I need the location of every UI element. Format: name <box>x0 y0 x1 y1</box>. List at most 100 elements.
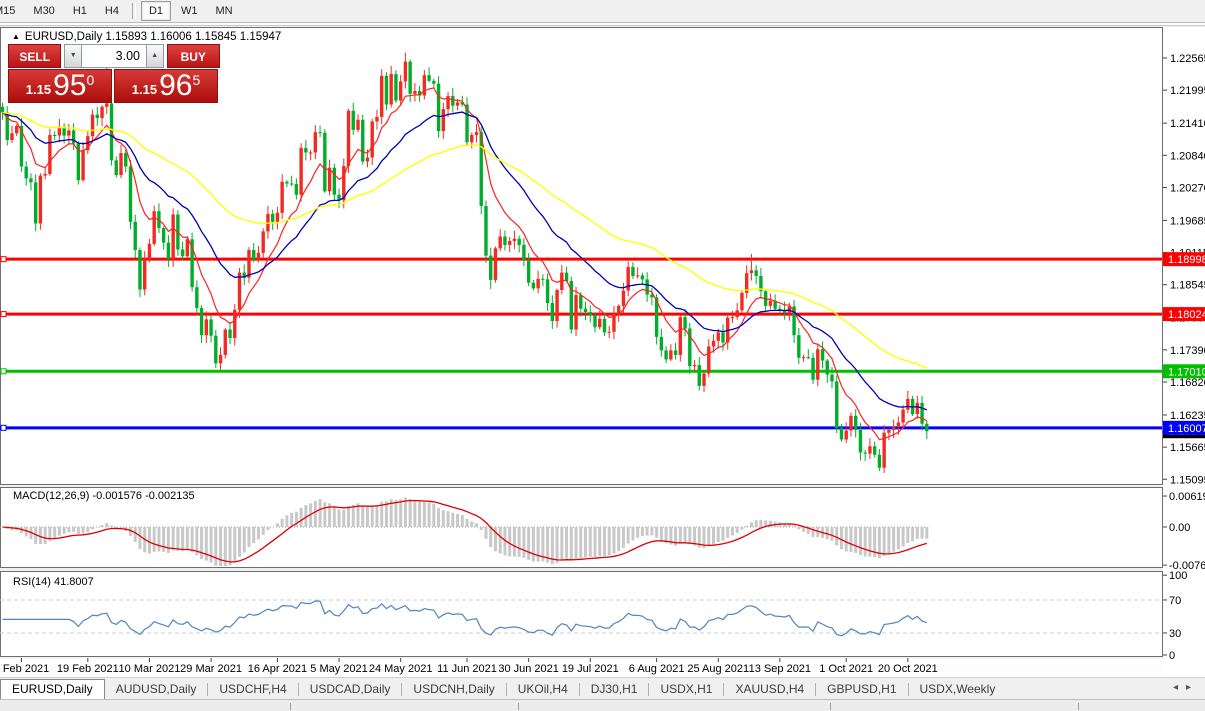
candle-body <box>33 182 38 224</box>
candle-body <box>536 278 540 289</box>
moving-average-9 <box>2 87 928 441</box>
candle-body <box>270 213 275 222</box>
ask-price-int: 1.15 <box>131 82 158 97</box>
candle-body <box>730 317 735 319</box>
candle-body <box>844 430 848 440</box>
candle-body <box>489 255 493 280</box>
candle-body <box>195 287 199 309</box>
hline-anchor-handle[interactable] <box>0 368 7 375</box>
candle-body <box>854 415 858 430</box>
collapse-trade-panel-icon[interactable]: ▲ <box>12 32 20 41</box>
symbol-tab-usdx[interactable]: USDX,H1 <box>660 681 713 696</box>
price-tick-label: 1.16820 <box>1170 377 1205 389</box>
candle-body <box>71 130 76 144</box>
candle-body <box>351 110 355 130</box>
buy-button[interactable]: BUY <box>166 44 220 68</box>
candle-body <box>744 273 749 293</box>
time-axis-strip[interactable] <box>0 658 1163 677</box>
candle-body <box>394 74 398 101</box>
candle-body <box>0 106 5 113</box>
symbol-tab-bar: EURUSD,Daily AUDUSD,Daily USDCHF,H4 USDCAD,… <box>0 677 1205 700</box>
candle-body <box>152 211 156 244</box>
candle-body <box>100 106 104 119</box>
symbol-tab-usdcnh[interactable]: USDCNH,Daily <box>413 681 495 696</box>
chart-canvas[interactable]: 1.22565 1.21995 1.21410 1.20840 1.20270 1.196… <box>0 0 1205 678</box>
timeframe-button-m30[interactable]: M30 <box>33 5 55 17</box>
timeframe-button-m15[interactable]: M15 <box>0 5 16 17</box>
candle-body <box>925 423 929 432</box>
hline-anchor-handle[interactable] <box>0 256 7 263</box>
candle-body <box>849 415 853 431</box>
bid-price-pips: 95 <box>53 69 87 102</box>
tab-separator <box>401 682 403 696</box>
candle-body <box>882 432 886 468</box>
bid-price-point: 0 <box>86 72 95 88</box>
price-line-badge-text: 1.17010 <box>1168 366 1205 378</box>
macd-axis-label: 0.00 <box>1169 522 1190 534</box>
rsi-panel <box>0 571 1163 657</box>
candle-body <box>465 104 469 143</box>
price-line-badge-text: 1.16007 <box>1168 423 1205 435</box>
candle-body <box>289 183 294 185</box>
date-label: 30 Jun 2021 <box>498 663 559 675</box>
ask-price-point: 5 <box>192 72 201 88</box>
timeframe-button-mn[interactable]: MN <box>215 5 233 17</box>
price-line-badge-text: 1.18998 <box>1168 254 1205 266</box>
candle-body <box>740 292 744 311</box>
timeframe-button-h4[interactable]: H4 <box>104 5 119 17</box>
candle-body <box>161 228 166 243</box>
symbol-tab-gbpusd[interactable]: GBPUSD,H1 <box>827 681 897 696</box>
symbol-tab-eurusd[interactable]: EURUSD,Daily <box>0 678 105 700</box>
timeframe-button-w1[interactable]: W1 <box>181 5 198 17</box>
tab-separator <box>578 682 580 696</box>
candle-body <box>204 319 209 336</box>
candle-body <box>697 365 701 386</box>
price-line-badge <box>1163 252 1205 267</box>
symbol-tab-usdcad[interactable]: USDCAD,Daily <box>309 681 391 696</box>
candle-body <box>114 160 118 176</box>
date-label: 29 Mar 2021 <box>180 663 242 675</box>
ask-price-pips: 96 <box>159 69 193 102</box>
hline-anchor-handle[interactable] <box>0 311 7 318</box>
date-label: 6 Aug 2021 <box>629 663 685 675</box>
candle-body <box>901 409 905 423</box>
moving-average-60 <box>2 111 928 369</box>
volume-input[interactable] <box>82 44 146 68</box>
symbol-tab-usdx[interactable]: USDX,Weekly <box>919 681 996 696</box>
macd-axis-label: 0.006193 <box>1169 491 1205 503</box>
symbol-tab-ukoil[interactable]: UKOil,H4 <box>517 681 568 696</box>
symbol-tab-audusd[interactable]: AUDUSD,Daily <box>115 681 197 696</box>
date-label: 25 Aug 2021 <box>687 663 749 675</box>
ask-price-box[interactable]: 1.15 96 5 <box>114 69 218 103</box>
toolbar-separator <box>131 3 136 19</box>
bid-price-box[interactable]: 1.15 95 0 <box>8 69 112 103</box>
symbol-tab-xauusd[interactable]: XAUUSD,H4 <box>735 681 805 696</box>
volume-up-button[interactable]: ▲ <box>146 44 164 68</box>
tab-separator <box>207 682 209 696</box>
candle-body <box>332 167 336 195</box>
candle-body <box>370 121 374 158</box>
timeframe-button-d1[interactable]: D1 <box>140 1 171 21</box>
candle-body <box>185 239 190 257</box>
candle-body <box>778 308 782 310</box>
tab-scroll-right-icon[interactable]: ▸ <box>1185 682 1199 693</box>
date-label: 24 May 2021 <box>369 663 433 675</box>
candle-body <box>105 103 109 107</box>
candle-body <box>906 398 910 410</box>
candle-body <box>522 244 526 261</box>
candle-body <box>669 350 673 360</box>
tab-scroll-left-icon[interactable]: ◂ <box>1172 682 1186 693</box>
candle-body <box>631 266 635 276</box>
hline-anchor-handle[interactable] <box>0 424 7 431</box>
candle-body <box>389 74 393 105</box>
volume-down-button[interactable]: ▼ <box>64 44 82 68</box>
symbol-tab-dj30[interactable]: DJ30,H1 <box>590 681 638 696</box>
candle-body <box>602 318 607 333</box>
candle-body <box>95 114 99 119</box>
sell-button[interactable]: SELL <box>8 44 62 68</box>
symbol-tab-usdchf[interactable]: USDCHF,H4 <box>219 681 287 696</box>
candle-body <box>612 313 616 332</box>
timeframe-button-h1[interactable]: H1 <box>72 5 87 17</box>
candle-body <box>436 83 441 132</box>
rsi-line <box>2 600 927 637</box>
